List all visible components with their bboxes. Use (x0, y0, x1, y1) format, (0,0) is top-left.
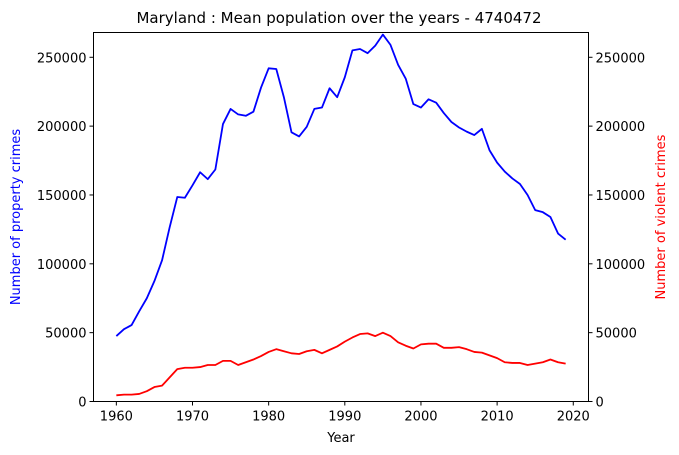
right-y-tick-label: 250000 (596, 51, 646, 66)
right-y-axis: 0 50000 100000 150000 200000 250000 (588, 51, 646, 411)
left-y-tick-label: 100000 (37, 258, 87, 273)
x-axis: 1960 1970 1980 1990 2000 2010 2020 (100, 401, 590, 425)
left-y-tick-label: 150000 (37, 189, 87, 204)
right-y-tick-label: 50000 (596, 327, 637, 342)
right-y-tick-label: 0 (596, 396, 604, 411)
left-y-tick-label: 50000 (45, 327, 86, 342)
chart-title: Maryland : Mean population over the year… (136, 9, 541, 27)
series-line-number-of-property-crimes (115, 33, 567, 337)
x-tick-label: 2000 (404, 410, 437, 425)
x-tick-label: 1980 (252, 410, 285, 425)
right-y-tick-label: 150000 (596, 189, 646, 204)
x-tick-label: 1960 (100, 410, 133, 425)
left-y-axis-label: Number of property crimes (9, 129, 24, 306)
x-tick-label: 1970 (176, 410, 209, 425)
x-tick-label: 2010 (481, 410, 514, 425)
right-y-axis-label: Number of violent crimes (654, 134, 669, 299)
series-line-number-of-violent-crimes (116, 331, 566, 397)
left-y-tick-label: 200000 (37, 120, 87, 135)
right-y-tick-label: 100000 (596, 258, 646, 273)
left-y-axis: 0 50000 100000 150000 200000 250000 (37, 51, 94, 411)
x-axis-label: Year (326, 431, 355, 446)
series-lines (115, 33, 567, 397)
right-y-tick-label: 200000 (596, 120, 646, 135)
x-tick-label: 2020 (557, 410, 590, 425)
plot-frame (93, 32, 589, 402)
left-y-tick-label: 0 (78, 396, 86, 411)
x-tick-label: 1990 (328, 410, 361, 425)
left-y-tick-label: 250000 (37, 51, 87, 66)
